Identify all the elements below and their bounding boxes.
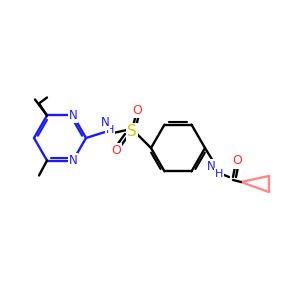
Text: N: N — [100, 116, 109, 130]
Text: H: H — [215, 169, 223, 179]
Text: N: N — [69, 154, 77, 167]
Text: O: O — [132, 103, 142, 116]
Text: O: O — [111, 143, 121, 157]
Text: O: O — [232, 154, 242, 167]
Text: H: H — [106, 125, 114, 135]
Text: S: S — [127, 124, 137, 140]
Text: N: N — [207, 160, 215, 172]
Text: N: N — [69, 109, 77, 122]
